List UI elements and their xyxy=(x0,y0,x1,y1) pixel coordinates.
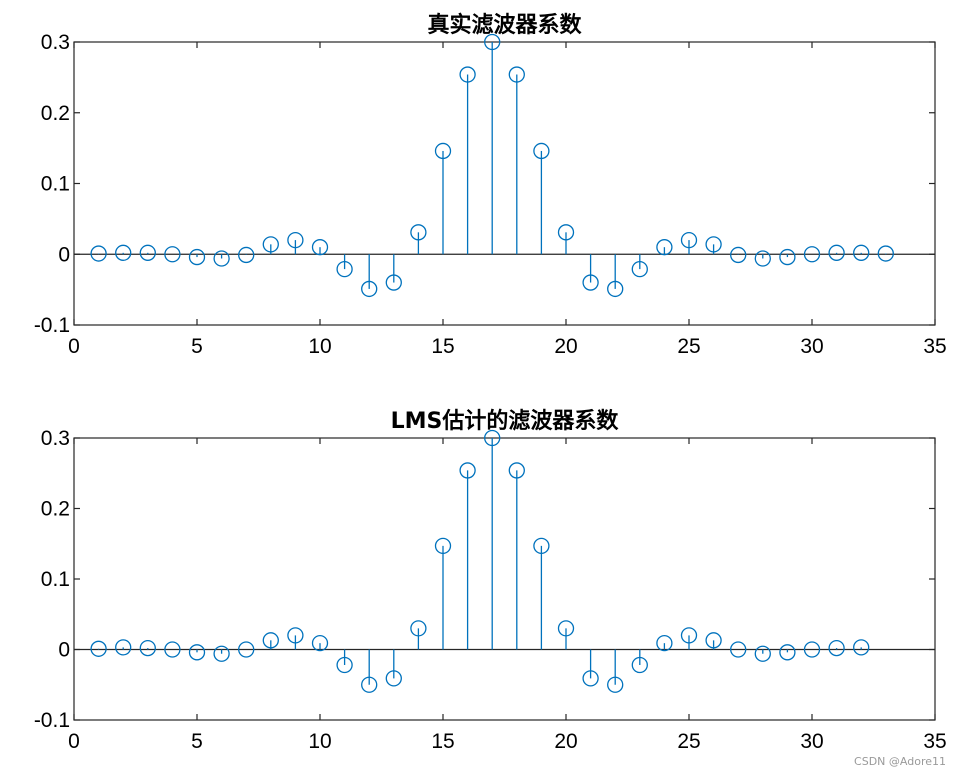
stem-marker xyxy=(459,462,476,479)
stem-marker xyxy=(508,462,525,479)
stem-marker xyxy=(557,224,575,241)
stem-marker xyxy=(656,635,673,652)
y-tick-label: 0 xyxy=(58,639,70,662)
stem-marker xyxy=(631,656,648,674)
stem-marker xyxy=(754,645,771,662)
x-tick-label: 30 xyxy=(800,730,823,753)
stem-marker xyxy=(115,639,132,656)
x-tick-label: 25 xyxy=(677,335,700,358)
stem-marker xyxy=(434,537,452,555)
stem-marker xyxy=(262,632,279,649)
x-tick-label: 35 xyxy=(923,730,946,753)
stem-marker xyxy=(139,639,156,657)
y-tick-label: 0.2 xyxy=(41,102,70,125)
x-tick-label: 0 xyxy=(68,730,80,753)
stem-marker xyxy=(385,670,402,687)
x-tick-label: 20 xyxy=(554,335,577,358)
stem-marker xyxy=(877,245,894,262)
stem-marker xyxy=(828,244,845,261)
stem-marker xyxy=(139,244,156,261)
stem-marker xyxy=(90,640,107,657)
y-tick-label: 0.1 xyxy=(41,568,70,591)
stem-marker xyxy=(656,239,673,256)
y-tick-label: -0.1 xyxy=(34,314,70,337)
plot-title: 真实滤波器系数 xyxy=(427,12,582,38)
stem-marker xyxy=(803,641,821,658)
stem-marker xyxy=(90,245,107,262)
stem-marker xyxy=(779,248,796,266)
stem-marker xyxy=(557,620,575,637)
stem-marker xyxy=(188,644,206,661)
stem-marker xyxy=(410,620,427,637)
x-tick-label: 30 xyxy=(800,335,823,358)
stem-marker xyxy=(631,260,648,278)
stem-marker xyxy=(115,244,132,261)
stem-marker xyxy=(803,246,821,263)
y-tick-label: -0.1 xyxy=(34,709,70,732)
x-tick-label: 0 xyxy=(68,335,80,358)
y-tick-label: 0.1 xyxy=(41,173,70,196)
stem-marker xyxy=(828,639,845,657)
stem-marker xyxy=(508,66,525,83)
x-tick-label: 10 xyxy=(308,730,331,753)
x-tick-label: 35 xyxy=(923,335,946,358)
x-tick-label: 5 xyxy=(191,730,203,753)
stem-marker xyxy=(680,627,698,644)
stem-marker xyxy=(680,231,698,249)
stem-marker xyxy=(459,66,476,83)
stem-marker xyxy=(484,429,501,447)
stem-marker xyxy=(730,246,747,264)
stem-marker xyxy=(262,236,279,253)
plot-title: LMS估计的滤波器系数 xyxy=(391,408,620,434)
y-tick-label: 0.2 xyxy=(41,498,70,521)
stem-marker xyxy=(188,248,206,266)
stem-marker xyxy=(361,280,378,298)
watermark: CSDN @Adore11 xyxy=(854,755,946,768)
stem-marker xyxy=(164,641,181,658)
x-tick-label: 20 xyxy=(554,730,577,753)
y-tick-label: 0 xyxy=(58,243,70,266)
stem-marker xyxy=(410,224,427,241)
stem-marker xyxy=(730,641,747,658)
stem-marker xyxy=(582,274,599,291)
stem-marker xyxy=(336,656,353,674)
stem-marker xyxy=(311,635,329,652)
stem-marker xyxy=(434,142,452,160)
stem-marker xyxy=(311,239,329,256)
stem-marker xyxy=(213,645,230,662)
stem-marker xyxy=(853,639,870,656)
x-tick-label: 25 xyxy=(677,730,700,753)
stem-marker xyxy=(705,632,722,649)
x-tick-label: 15 xyxy=(431,730,454,753)
stem-marker xyxy=(287,231,304,249)
stem-marker xyxy=(164,246,181,263)
stem-marker xyxy=(213,250,230,267)
x-tick-label: 15 xyxy=(431,335,454,358)
x-tick-label: 5 xyxy=(191,335,203,358)
stem-marker xyxy=(361,676,378,693)
stem-marker xyxy=(533,537,550,555)
stem-marker xyxy=(336,260,353,278)
stem-marker xyxy=(582,670,599,687)
stem-marker xyxy=(607,676,624,693)
stem-marker xyxy=(705,236,722,253)
y-tick-label: 0.3 xyxy=(41,427,70,450)
y-tick-label: 0.3 xyxy=(41,31,70,54)
stem-marker xyxy=(238,246,255,264)
stem-marker xyxy=(484,33,501,51)
x-tick-label: 10 xyxy=(308,335,331,358)
stem-marker xyxy=(607,280,624,298)
stem-marker xyxy=(238,641,255,658)
stem-marker xyxy=(853,244,870,261)
stem-marker xyxy=(385,274,402,291)
axes-box xyxy=(73,437,936,721)
axes-box xyxy=(73,41,936,326)
stem-marker xyxy=(287,627,304,644)
stem-marker xyxy=(754,250,771,267)
stem-marker xyxy=(533,142,550,160)
stem-marker xyxy=(779,644,796,661)
